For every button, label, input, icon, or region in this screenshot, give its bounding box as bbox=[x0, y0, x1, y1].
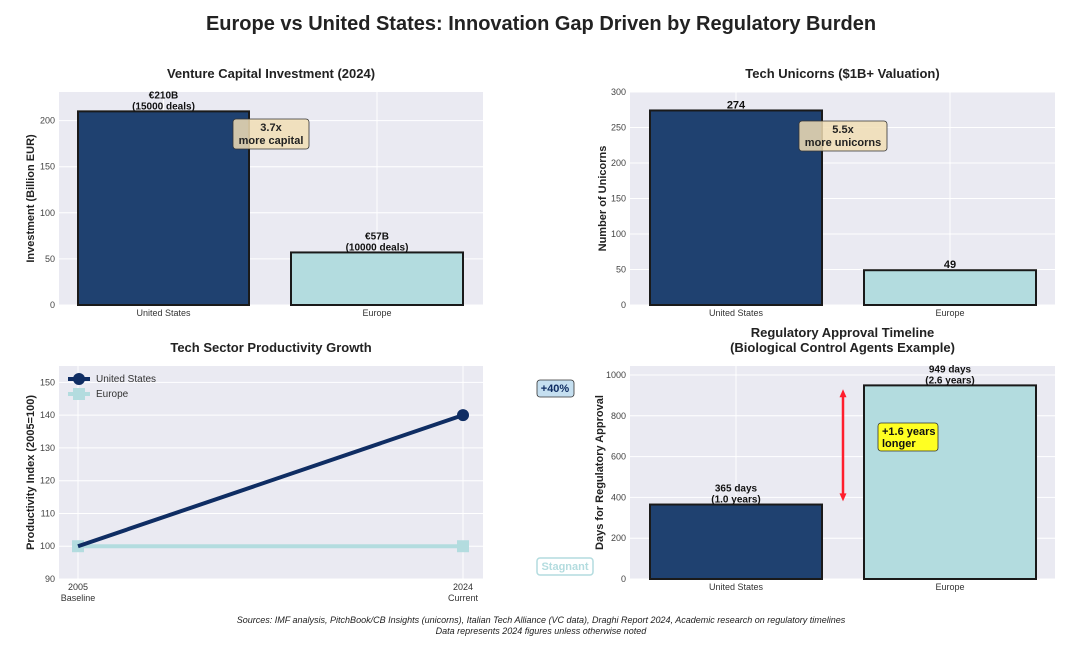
regulatory-bar-value-label: (2.6 years) bbox=[925, 375, 974, 386]
vc-ratio-callout-value: 3.7x bbox=[260, 122, 282, 134]
gap-arrow-head-down bbox=[839, 493, 847, 502]
productivity-ytick-label: 150 bbox=[40, 377, 55, 387]
regulatory-bar-value-label: 365 days bbox=[715, 484, 758, 495]
stagnant-badge-box bbox=[536, 557, 594, 576]
regulatory-bar-europe bbox=[863, 384, 1037, 580]
vc-bar-value-label: €57B bbox=[365, 231, 389, 242]
stagnant-badge-text: Stagnant bbox=[541, 561, 588, 573]
productivity-line-united-states bbox=[77, 413, 464, 549]
legend-label-europe: Europe bbox=[96, 389, 129, 400]
regulatory-ytick-label: 800 bbox=[611, 411, 626, 421]
productivity-ytick-label: 140 bbox=[40, 410, 55, 420]
unicorns-ytick-label: 50 bbox=[616, 265, 626, 275]
sources-footnote: Sources: IMF analysis, PitchBook/CB Insi… bbox=[236, 615, 846, 625]
vc-bar-europe bbox=[290, 251, 464, 306]
productivity-xtick-label: Current bbox=[448, 593, 479, 603]
productivity-ytick-label: 130 bbox=[40, 443, 55, 453]
regulatory-ytick-label: 200 bbox=[611, 533, 626, 543]
unicorns-ytick-label: 100 bbox=[611, 229, 626, 239]
regulatory-ytick-label: 600 bbox=[611, 452, 626, 462]
growth-badge-box bbox=[536, 379, 575, 398]
productivity-xtick-year: 2024 bbox=[453, 582, 473, 592]
vc-bar-value-label: €210B bbox=[149, 90, 178, 101]
growth-badge-text: +40% bbox=[541, 383, 570, 395]
delay-callout-box bbox=[877, 422, 939, 452]
unicorns-bar-united-states bbox=[649, 109, 823, 306]
unicorns-xtick-label: United States bbox=[709, 308, 764, 318]
productivity-xtick-year: 2005 bbox=[68, 582, 88, 592]
regulatory-bar-value-label: 949 days bbox=[929, 364, 972, 375]
vc-bar-value-label: (15000 deals) bbox=[132, 101, 195, 112]
unicorns-ytick-label: 250 bbox=[611, 123, 626, 133]
regulatory-title: Regulatory Approval Timeline bbox=[751, 325, 935, 340]
vc-bar-value-label: (10000 deals) bbox=[346, 242, 409, 253]
vc-ytick-label: 150 bbox=[40, 162, 55, 172]
productivity-marker-europe bbox=[457, 540, 469, 553]
unicorns-ytick-label: 0 bbox=[621, 300, 626, 310]
regulatory-ytick-label: 400 bbox=[611, 492, 626, 502]
productivity-plot-area bbox=[59, 366, 483, 579]
unicorns-bar-value-label: 274 bbox=[727, 99, 746, 111]
unicorns-ytick-label: 300 bbox=[611, 87, 626, 97]
vc-ytick-label: 200 bbox=[40, 116, 55, 126]
delay-callout-text: longer bbox=[882, 438, 916, 450]
productivity-ytick-label: 110 bbox=[41, 508, 55, 518]
vc-ytick-label: 0 bbox=[50, 300, 55, 310]
productivity-marker-united-states bbox=[457, 409, 469, 422]
regulatory-ytick-label: 1000 bbox=[606, 370, 626, 380]
unicorns-title: Tech Unicorns ($1B+ Valuation) bbox=[745, 66, 939, 81]
delay-callout-value: +1.6 years bbox=[882, 426, 936, 438]
unicorn-ratio-callout-box bbox=[798, 120, 888, 152]
productivity-ytick-label: 90 bbox=[45, 574, 55, 584]
unicorns-bar-value-label: 49 bbox=[944, 259, 956, 271]
regulatory-subtitle: (Biological Control Agents Example) bbox=[730, 340, 955, 355]
vc-ytick-label: 50 bbox=[45, 254, 55, 264]
productivity-xtick-label: Baseline bbox=[61, 593, 96, 603]
unicorn-ratio-callout-value: 5.5x bbox=[832, 124, 854, 136]
legend-marker-europe bbox=[73, 388, 85, 400]
data-note-footnote: Data represents 2024 figures unless othe… bbox=[435, 626, 647, 636]
unicorns-ytick-label: 200 bbox=[611, 158, 626, 168]
regulatory-ylabel: Days for Regulatory Approval bbox=[594, 395, 606, 550]
vc-xtick-label: Europe bbox=[362, 308, 391, 318]
vc-ratio-callout-text: more capital bbox=[239, 135, 304, 147]
regulatory-bar-united-states bbox=[649, 503, 823, 581]
unicorns-xtick-label: Europe bbox=[935, 308, 964, 318]
vc-title: Venture Capital Investment (2024) bbox=[167, 66, 375, 81]
unicorns-ylabel: Number of Unicorns bbox=[597, 146, 609, 252]
vc-xtick-label: United States bbox=[136, 308, 191, 318]
regulatory-ytick-label: 0 bbox=[621, 574, 626, 584]
regulatory-xtick-label: United States bbox=[709, 582, 764, 592]
productivity-ylabel: Productivity Index (2005=100) bbox=[25, 395, 37, 550]
regulatory-bar-value-label: (1.0 years) bbox=[711, 495, 760, 506]
vc-ylabel: Investment (Billion EUR) bbox=[25, 134, 37, 263]
unicorns-ytick-label: 150 bbox=[611, 194, 626, 204]
vc-bar-united-states bbox=[77, 110, 250, 307]
regulatory-xtick-label: Europe bbox=[935, 582, 964, 592]
vc-ratio-callout-box bbox=[232, 118, 310, 150]
legend-marker-united-states bbox=[73, 373, 85, 385]
productivity-title: Tech Sector Productivity Growth bbox=[170, 340, 371, 355]
productivity-ytick-label: 120 bbox=[40, 476, 55, 486]
legend-label-united-states: United States bbox=[96, 374, 156, 385]
unicorns-bar-europe bbox=[863, 269, 1037, 306]
gap-arrow-head-up bbox=[839, 389, 847, 398]
unicorn-ratio-callout-text: more unicorns bbox=[805, 137, 881, 149]
productivity-ytick-label: 100 bbox=[40, 541, 55, 551]
vc-ytick-label: 100 bbox=[40, 208, 55, 218]
figure-title: Europe vs United States: Innovation Gap … bbox=[206, 13, 876, 35]
